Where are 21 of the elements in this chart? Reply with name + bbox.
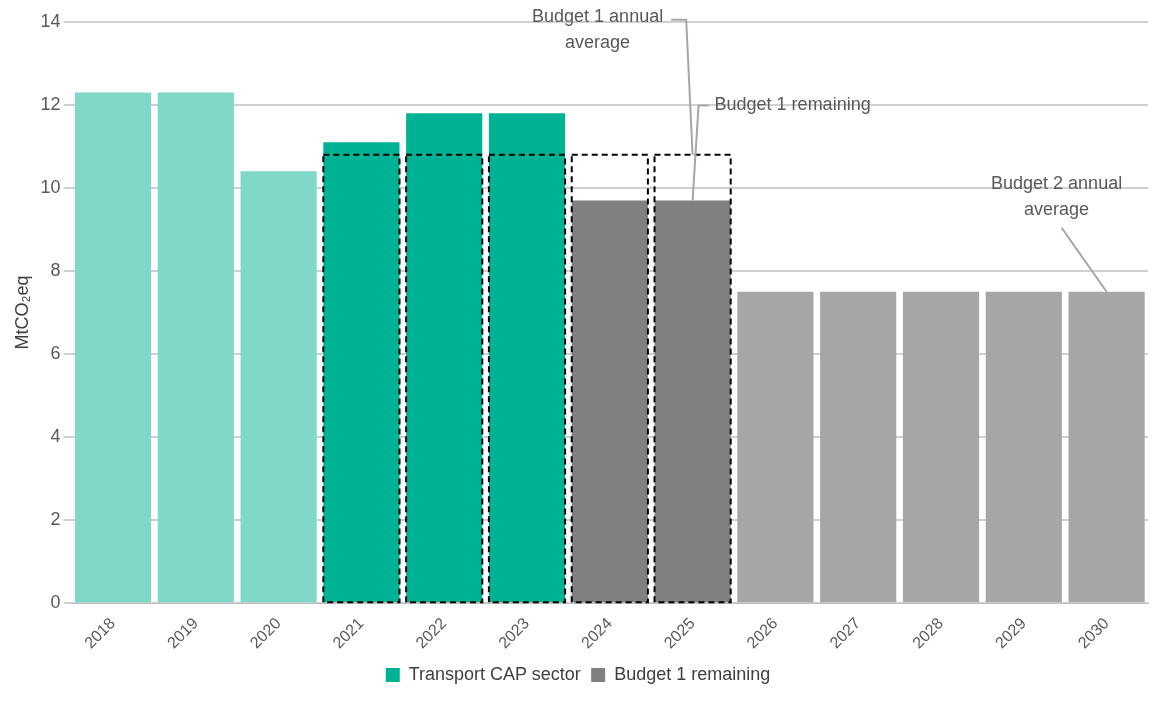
y-tick-label: 10 [40, 176, 61, 197]
bar [737, 291, 814, 603]
bar [157, 92, 234, 603]
y-tick-label: 12 [40, 93, 61, 114]
annotation: Budget 1 annual average [532, 5, 664, 52]
legend-label: Budget 1 remaining [614, 663, 771, 684]
bar [985, 291, 1062, 603]
legend-label: Transport CAP sector [408, 663, 581, 684]
y-tick-label: 14 [40, 10, 61, 31]
y-tick-label: 6 [50, 343, 61, 364]
bar [820, 291, 897, 603]
annotation: Budget 1 remaining [714, 94, 871, 115]
y-tick-label: 4 [50, 426, 61, 447]
annotation: Budget 2 annual average [991, 172, 1123, 219]
y-tick-label: 2 [50, 509, 61, 530]
y-tick-label: 0 [50, 592, 61, 613]
y-axis-title: MtCO₂eq [11, 275, 32, 350]
bar [74, 92, 152, 603]
bar [902, 291, 980, 603]
bar [240, 171, 317, 603]
y-tick-label: 8 [50, 259, 61, 280]
